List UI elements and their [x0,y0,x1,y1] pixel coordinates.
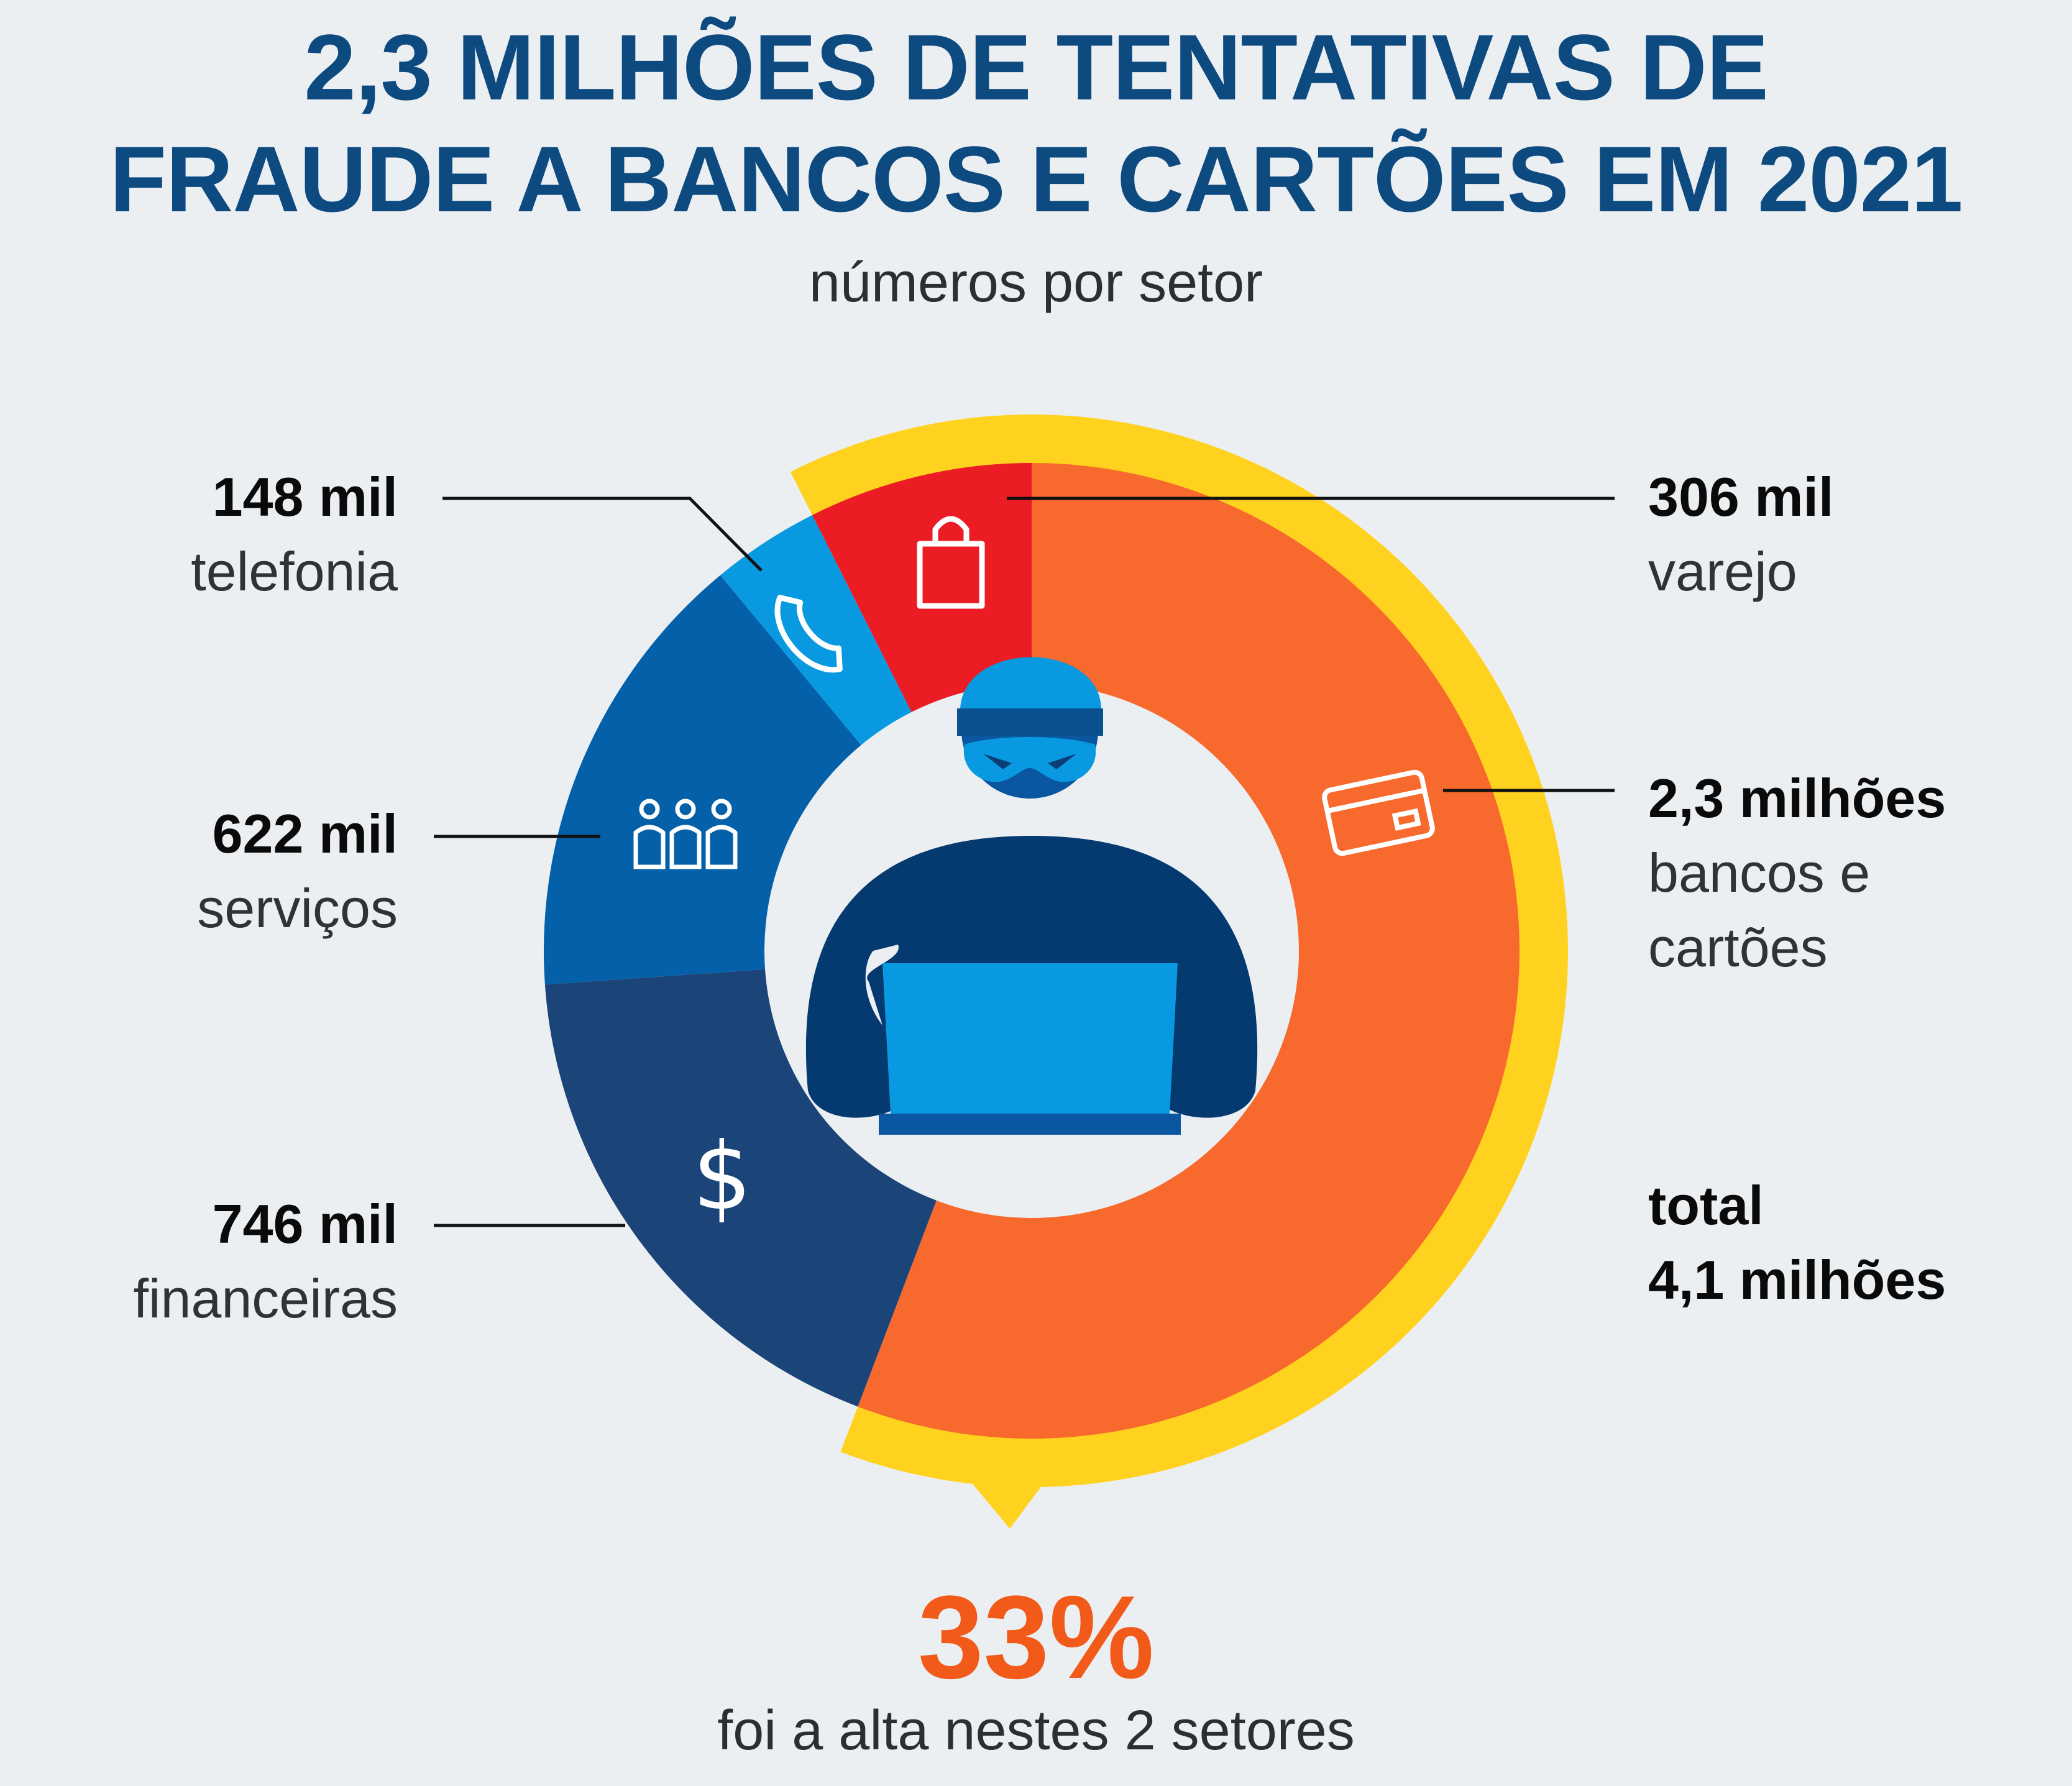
page-title: 2,3 MILHÕES DE TENTATIVAS DE FRAUDE A BA… [0,11,2072,235]
category-servicos: serviços [197,877,398,939]
label-financeiras: 746 mil financeiras [12,1187,398,1336]
people-icon [633,799,738,869]
value-varejo: 306 mil [1648,466,1834,528]
value-telefonia: 148 mil [212,466,398,528]
phone-icon [774,595,843,673]
category-financeiras: financeiras [133,1268,398,1329]
highlight-percentage: 33% [917,1572,1155,1703]
credit-card-icon [1322,769,1435,856]
total-label: total [1648,1175,1764,1236]
category-telefonia: telefonia [191,541,398,602]
value-servicos: 622 mil [212,803,398,864]
dollar-icon: $ [692,1123,751,1231]
shopping-bag-icon [917,516,985,609]
label-telefonia: 148 mil telefonia [12,460,398,609]
title-line-1: 2,3 MILHÕES DE TENTATIVAS DE [304,15,1769,119]
page-subtitle: números por setor [809,252,1263,314]
leader-line-telefonia [442,497,763,572]
hacker-laptop-icon [805,657,1258,1135]
category-varejo: varejo [1648,541,1797,602]
label-bancos-cartoes: 2,3 milhões bancos e cartões [1648,761,1996,985]
highlight-pointer [954,1462,1060,1529]
highlight-caption: foi a alta nestes 2 setores [717,1700,1355,1762]
label-varejo: 306 mil varejo [1648,460,2052,609]
label-total: total 4,1 milhões [1648,1168,2052,1317]
category-bancos-cartoes: bancos e cartões [1648,842,1871,978]
value-financeiras: 746 mil [212,1193,398,1255]
label-servicos: 622 mil serviços [12,797,398,946]
title-line-2: FRAUDE A BANCOS E CARTÕES EM 2021 [109,127,1963,231]
value-bancos-cartoes: 2,3 milhões [1648,767,1946,829]
total-value: 4,1 milhões [1648,1249,1946,1311]
